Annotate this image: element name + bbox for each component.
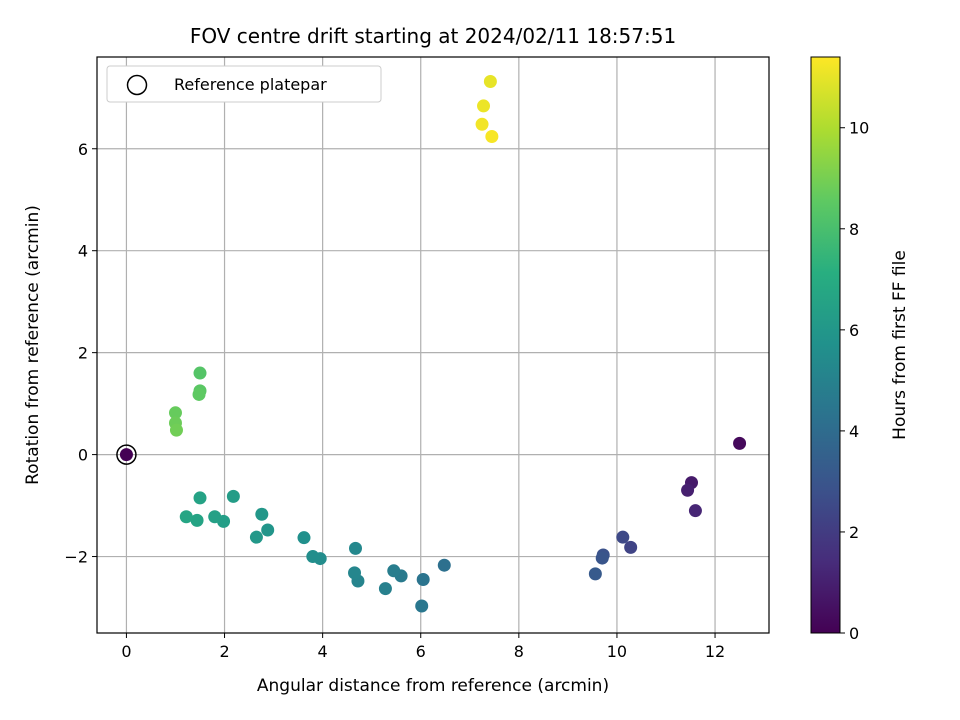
colorbar-tick-label: 8 [849, 220, 859, 239]
colorbar-tick-label: 4 [849, 422, 859, 441]
colorbar-label: Hours from first FF file [890, 250, 910, 440]
scatter-points [117, 75, 746, 613]
grid [97, 57, 769, 633]
data-point [476, 118, 489, 131]
legend: Reference platepar [107, 66, 381, 102]
x-tick-label: 12 [705, 642, 725, 661]
data-point [227, 490, 240, 503]
data-point [306, 550, 319, 563]
x-tick-label: 4 [318, 642, 328, 661]
data-point [624, 541, 637, 554]
y-tick-label: 6 [78, 140, 88, 159]
data-point [348, 566, 361, 579]
x-axis-label: Angular distance from reference (arcmin) [257, 676, 609, 696]
legend-label: Reference platepar [174, 75, 327, 94]
data-point [349, 542, 362, 555]
colorbar-tick-label: 6 [849, 321, 859, 340]
data-point [180, 510, 193, 523]
data-point [477, 99, 490, 112]
y-tick-label: 0 [78, 446, 88, 465]
x-tick-label: 2 [219, 642, 229, 661]
colorbar-bar [811, 57, 840, 633]
data-point [733, 437, 746, 450]
y-tick-label: 2 [78, 344, 88, 363]
x-tick-label: 6 [416, 642, 426, 661]
data-point [194, 367, 207, 380]
x-axis-ticks: 0 2 4 6 8 10 12 [121, 633, 725, 661]
data-point [484, 75, 497, 88]
data-point [438, 559, 451, 572]
plot-frame [97, 57, 769, 633]
data-point [255, 508, 268, 521]
colorbar-ticks: 0 2 4 6 8 10 [840, 119, 869, 643]
y-tick-label: 4 [78, 242, 88, 261]
data-point [589, 567, 602, 580]
data-point [250, 531, 263, 544]
chart-title: FOV centre drift starting at 2024/02/11 … [190, 24, 676, 48]
x-tick-label: 8 [514, 642, 524, 661]
data-point [193, 388, 206, 401]
x-tick-label: 0 [121, 642, 131, 661]
chart-figure: FOV centre drift starting at 2024/02/11 … [0, 0, 960, 720]
data-point [379, 582, 392, 595]
data-point [387, 564, 400, 577]
data-point [194, 491, 207, 504]
colorbar: 0 2 4 6 8 10 Hours from first FF file [811, 57, 910, 643]
data-point [596, 552, 609, 565]
data-point [417, 573, 430, 586]
colorbar-tick-label: 0 [849, 624, 859, 643]
data-point [170, 424, 183, 437]
data-point [208, 510, 221, 523]
y-tick-label: −2 [64, 548, 88, 567]
y-axis-label: Rotation from reference (arcmin) [23, 205, 43, 485]
data-point [616, 531, 629, 544]
data-point [485, 130, 498, 143]
y-axis-ticks: −2 0 2 4 6 [64, 140, 97, 567]
data-point [681, 484, 694, 497]
colorbar-tick-label: 2 [849, 523, 859, 542]
data-point [261, 524, 274, 537]
data-point [689, 504, 702, 517]
colorbar-tick-label: 10 [849, 119, 869, 138]
data-point [120, 448, 133, 461]
data-point [297, 531, 310, 544]
data-point [415, 599, 428, 612]
x-tick-label: 10 [607, 642, 627, 661]
